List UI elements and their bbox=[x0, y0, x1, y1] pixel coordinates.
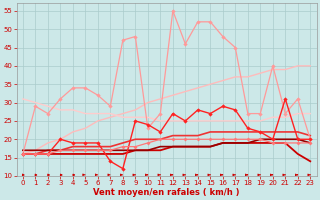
X-axis label: Vent moyen/en rafales ( km/h ): Vent moyen/en rafales ( km/h ) bbox=[93, 188, 240, 197]
